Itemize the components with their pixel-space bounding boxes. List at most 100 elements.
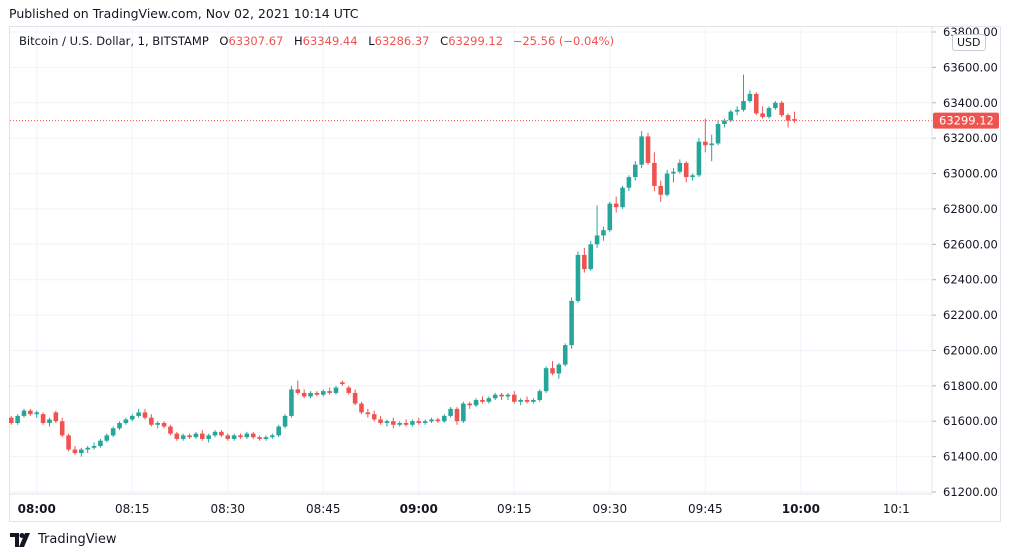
currency-badge[interactable]: USD (952, 34, 986, 51)
candle-body (594, 235, 600, 245)
footer: TradingView (10, 532, 117, 547)
y-tick-label: 61800.00 (943, 379, 998, 393)
candle (722, 118, 727, 128)
candle-body (28, 410, 33, 415)
y-tick-label: 62400.00 (943, 273, 998, 287)
candle (645, 132, 651, 165)
candle (371, 410, 377, 422)
candle-body (747, 93, 753, 101)
candle (467, 401, 473, 409)
candle (779, 101, 785, 117)
candle (174, 431, 180, 441)
candle-body (728, 111, 734, 121)
candle-body (792, 119, 797, 121)
candle (200, 430, 205, 441)
tradingview-logo-icon[interactable] (10, 532, 32, 547)
candle-body (79, 449, 84, 454)
candle (550, 361, 555, 376)
candle-body (72, 449, 78, 454)
candle (340, 380, 345, 386)
candle (212, 430, 218, 438)
x-tick-label: 09:30 (593, 502, 628, 516)
candle (28, 408, 33, 416)
candle (149, 414, 154, 427)
candle (104, 433, 110, 443)
candle-body (66, 435, 71, 450)
candle-body (512, 394, 517, 402)
candle-body (410, 421, 415, 425)
candle (461, 401, 466, 423)
candle-body (289, 389, 294, 416)
candle-body (715, 124, 721, 144)
candle (314, 391, 320, 397)
candle-body (320, 391, 326, 395)
candle-body (722, 120, 727, 124)
candle (250, 431, 256, 439)
candle (473, 398, 479, 408)
chart-frame[interactable] (9, 26, 1001, 522)
candle (741, 74, 746, 112)
candle (441, 414, 447, 423)
candle (85, 446, 90, 454)
candle (72, 446, 78, 455)
candle-body (734, 109, 740, 112)
candle (639, 131, 644, 169)
candle (206, 433, 211, 443)
candle-body (352, 392, 358, 404)
candle (238, 433, 243, 439)
candle (499, 392, 504, 400)
candle-body (85, 447, 90, 450)
candle-body (499, 394, 504, 397)
symbol-title[interactable]: Bitcoin / U.S. Dollar, 1, BITSTAMP (19, 34, 209, 48)
candle (594, 205, 600, 248)
candle (276, 424, 281, 438)
candle-body (467, 403, 473, 406)
candle (524, 396, 530, 404)
candle (295, 380, 301, 395)
candle (142, 408, 148, 420)
candle-body (21, 410, 27, 416)
candle (346, 385, 352, 395)
candle-body (365, 412, 371, 415)
candle-body (15, 415, 20, 423)
candle (632, 161, 638, 181)
candle-body (671, 171, 676, 174)
high-value: 63349.44 (302, 34, 358, 48)
candle-body (187, 435, 192, 438)
candle (422, 419, 428, 425)
candle-body (454, 408, 460, 422)
candle-body (664, 173, 670, 195)
candle (225, 433, 231, 441)
candle (333, 385, 339, 395)
candle-body (142, 412, 148, 418)
candle (263, 435, 269, 441)
candle-body (212, 431, 218, 436)
candle (359, 401, 364, 415)
candle (556, 362, 562, 379)
candle-body (620, 187, 625, 208)
candle (98, 438, 103, 448)
tradingview-brand[interactable]: TradingView (38, 532, 117, 547)
candle (747, 90, 753, 103)
candle-body (200, 433, 205, 439)
candle (613, 196, 619, 213)
candle-body (250, 433, 256, 438)
candle (47, 417, 52, 427)
candle-body (582, 254, 587, 270)
candle-body (263, 437, 269, 439)
candle-body (238, 435, 243, 438)
candle-body (696, 141, 702, 176)
x-tick-label: 10:00 (782, 502, 820, 516)
candle (40, 412, 46, 425)
candle-body (129, 415, 135, 420)
candle-body (550, 368, 555, 374)
candle (91, 442, 97, 450)
last-price-label-bg (933, 112, 999, 129)
candle-body (149, 417, 154, 425)
candle (734, 106, 740, 116)
last-price-label: 63299.12 (939, 114, 994, 128)
candle (715, 120, 721, 146)
candle-body (677, 162, 683, 172)
candle-body (403, 423, 409, 425)
